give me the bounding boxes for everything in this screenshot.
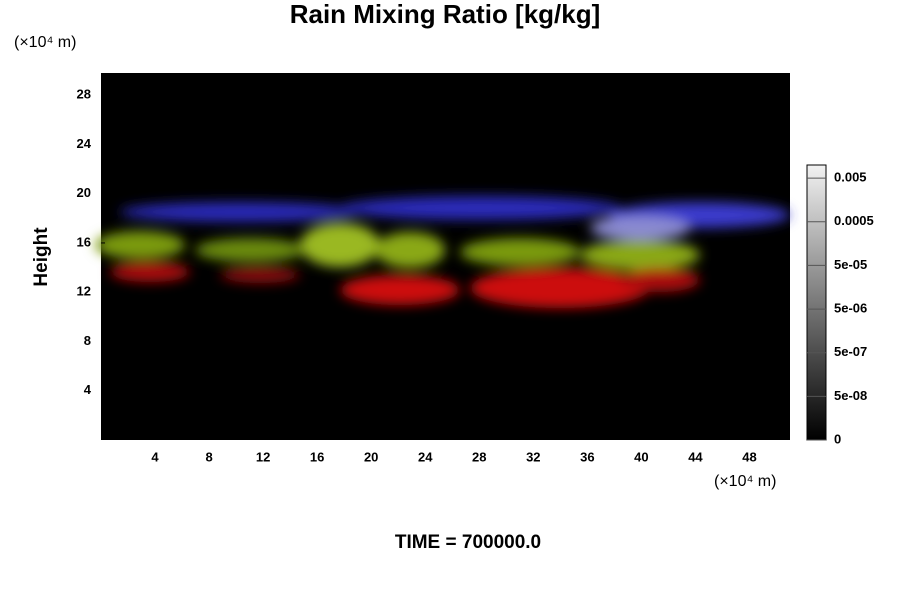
- y-tick-label: 12: [77, 284, 91, 299]
- x-tick-label: 4: [151, 449, 159, 464]
- y-unit: (×10⁴ m): [14, 34, 76, 51]
- colorbar-tick-label: 5e-06: [834, 301, 867, 316]
- x-tick-label: 40: [634, 449, 648, 464]
- y-tick-label: 24: [77, 136, 92, 151]
- x-unit: (×10⁴ m): [714, 473, 776, 490]
- y-tick-label: 16: [77, 234, 91, 249]
- colorbar-tick-label: 5e-08: [834, 388, 867, 403]
- x-tick-label: 24: [418, 449, 433, 464]
- footer: TIME = 700000.0: [395, 532, 541, 553]
- colorbar-tick-label: 5e-07: [834, 344, 867, 359]
- chart-title: Rain Mixing Ratio [kg/kg]: [290, 0, 601, 29]
- x-tick-label: 8: [205, 449, 212, 464]
- y-tick-label: 8: [84, 333, 91, 348]
- y-tick-label: 28: [77, 87, 91, 102]
- x-tick-label: 36: [580, 449, 594, 464]
- x-tick-label: 20: [364, 449, 378, 464]
- colorbar-tick-label: 0.005: [834, 170, 867, 185]
- colorbar: [806, 164, 827, 441]
- x-tick-label: 12: [256, 449, 270, 464]
- x-tick-label: 28: [472, 449, 486, 464]
- y-axis-label: Height: [31, 227, 52, 287]
- y-tick-label: 4: [84, 382, 92, 397]
- y-tick-label: 20: [77, 185, 91, 200]
- x-tick-label: 48: [742, 449, 756, 464]
- colorbar-tick-label: 5e-05: [834, 257, 867, 272]
- x-tick-label: 16: [310, 449, 324, 464]
- colorbar-tick-label: 0: [834, 431, 841, 446]
- colorbar-tick-label: 0.0005: [834, 213, 874, 228]
- field-render: [95, 196, 790, 308]
- x-tick-label: 44: [688, 449, 703, 464]
- x-tick-label: 32: [526, 449, 540, 464]
